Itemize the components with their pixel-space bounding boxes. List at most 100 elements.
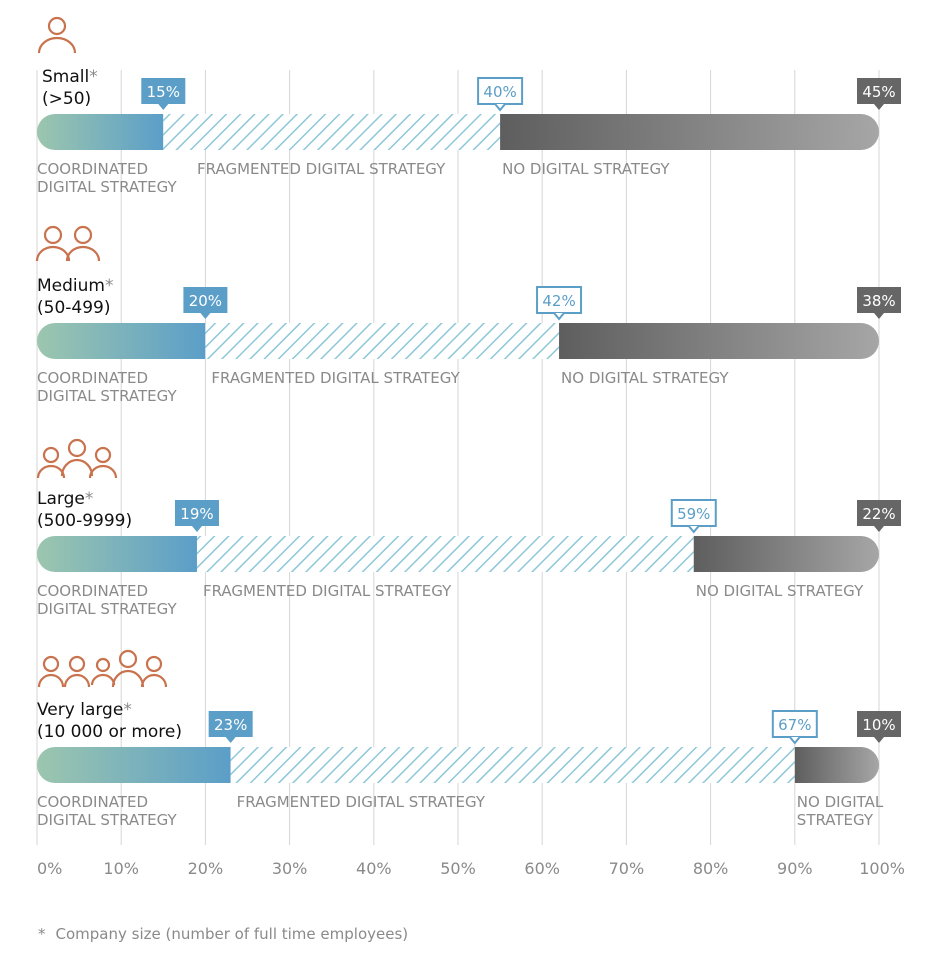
value-tag-pointer (494, 103, 506, 112)
value-tag-fragmented: 59% (670, 499, 717, 534)
value-tag-fragmented: 40% (477, 77, 524, 112)
bar-coordinated (37, 747, 231, 783)
size-asterisk: * (105, 276, 114, 296)
person-head (73, 225, 93, 245)
segment-label-none: NO DIGITAL STRATEGY (502, 160, 670, 178)
bar-fragmented (230, 747, 795, 783)
person-body (35, 245, 71, 262)
segment-label-coordinated: DIGITAL STRATEGY (37, 178, 178, 196)
person-body (37, 36, 77, 54)
size-range: (500-9999) (37, 511, 132, 531)
bar-coordinated (37, 536, 197, 572)
value-tag-pointer (553, 312, 565, 321)
size-range: (>50) (42, 89, 91, 109)
value-tag-pointer (191, 526, 202, 532)
person-body (63, 673, 91, 688)
x-tick-label: 20% (188, 859, 224, 878)
size-asterisk: * (123, 700, 132, 720)
bar-coordinated (37, 114, 164, 150)
value-tag-box (208, 711, 253, 737)
bar (37, 536, 879, 572)
bar-none (794, 747, 879, 783)
value-tag-none: 22% (857, 500, 901, 532)
person-head (67, 438, 87, 458)
bar-row: Large*(500-9999) 19% 59% 22% COORDINATEDDIGI… (36, 438, 901, 618)
value-tag-pointer (158, 104, 169, 110)
size-name: Small* (42, 67, 98, 87)
segment-label-coordinated: DIGITAL STRATEGY (37, 811, 178, 829)
value-tag-box (857, 711, 901, 737)
bar (37, 114, 879, 150)
person-head (94, 446, 112, 464)
value-tag-pointer (225, 737, 236, 743)
segment-label-fragmented: FRAGMENTED DIGITAL STRATEGY (203, 582, 452, 600)
value-tag-none: 45% (857, 78, 901, 110)
size-asterisk: * (89, 67, 98, 87)
segment-label-fragmented: FRAGMENTED DIGITAL STRATEGY (237, 793, 486, 811)
value-label: 59% (677, 505, 710, 523)
bar-coordinated (37, 323, 206, 359)
bar-fragmented (205, 323, 560, 359)
size-name-text: Very large (37, 700, 123, 720)
bar (37, 747, 879, 783)
value-tag-pointer (874, 737, 884, 743)
value-label: 19% (180, 505, 213, 523)
bar (37, 323, 879, 359)
x-tick-label: 90% (777, 859, 813, 878)
value-tag-coordinated: 23% (208, 711, 253, 743)
bar-row: Very large*(10 000 or more) 23% 67% 10% COOR… (37, 649, 901, 829)
value-tag-pointer (687, 525, 700, 534)
value-tag-box (771, 710, 818, 738)
x-tick-label: 60% (524, 859, 560, 878)
bar-row: Medium*(50-499) 20% 42% 38% COORDINATEDDIGIT… (35, 225, 901, 405)
person-body (37, 673, 65, 688)
segment-label-coordinated: DIGITAL STRATEGY (37, 387, 178, 405)
size-asterisk: * (85, 489, 94, 509)
value-label: 42% (542, 292, 575, 310)
value-tag-none: 10% (857, 711, 901, 743)
person-head (42, 655, 60, 673)
segment-label-coordinated: COORDINATED (37, 582, 148, 600)
size-name: Very large* (37, 700, 132, 720)
value-label: 20% (189, 292, 222, 310)
value-label: 10% (862, 716, 895, 734)
value-label: 23% (214, 716, 247, 734)
value-label: 40% (483, 83, 516, 101)
people-icon (36, 438, 118, 479)
person-head (145, 655, 163, 673)
size-name-text: Large (37, 489, 85, 509)
value-tag-pointer (874, 526, 884, 532)
value-label: 67% (778, 716, 811, 734)
value-tag-box (141, 78, 186, 104)
footnote-text: Company size (number of full time employ… (55, 925, 409, 943)
person-body (65, 245, 101, 262)
size-name-text: Small (42, 67, 89, 87)
x-tick-label: 50% (440, 859, 476, 878)
people-icon (35, 225, 101, 262)
segment-label-coordinated: DIGITAL STRATEGY (37, 600, 178, 618)
value-tag-none: 38% (857, 287, 901, 319)
segment-label-none: NO DIGITAL (797, 793, 884, 811)
person-body (140, 673, 168, 688)
bar-none (559, 323, 879, 359)
value-tag-fragmented: 42% (536, 286, 583, 321)
x-tick-label: 70% (609, 859, 645, 878)
size-name-text: Medium (37, 276, 105, 296)
value-tag-box (857, 500, 901, 526)
size-name: Medium* (37, 276, 113, 296)
person-head (47, 16, 67, 36)
segment-label-coordinated: COORDINATED (37, 793, 148, 811)
bar-fragmented (163, 114, 501, 150)
person-body (90, 673, 116, 686)
value-tag-pointer (200, 313, 211, 319)
size-range: (10 000 or more) (37, 722, 182, 742)
people-icon (37, 16, 77, 54)
bar-none (693, 536, 879, 572)
person-head (68, 655, 86, 673)
person-body (60, 458, 94, 477)
person-body (111, 669, 145, 688)
person-body (88, 464, 118, 479)
segment-label-coordinated: COORDINATED (37, 369, 148, 387)
